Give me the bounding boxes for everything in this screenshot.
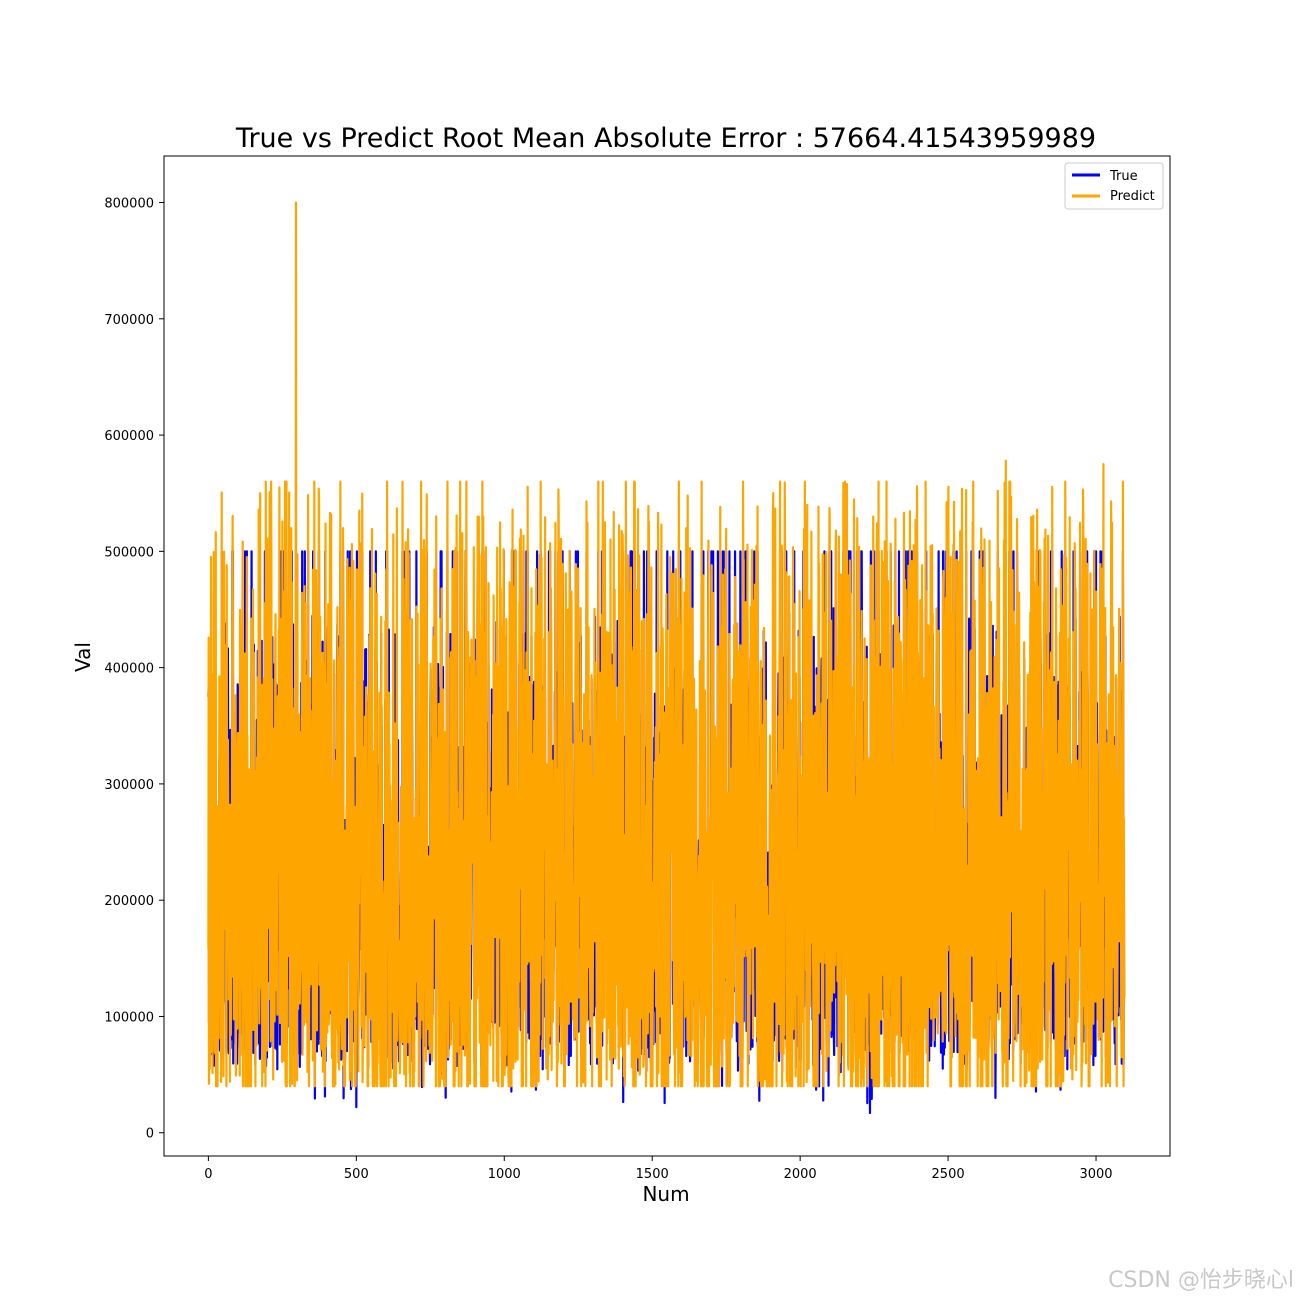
- x-tick-label: 500: [344, 1167, 369, 1182]
- plot-frame: [163, 155, 1171, 1157]
- x-tick-label: 1000: [488, 1167, 521, 1182]
- y-tick-label: 400000: [104, 662, 154, 677]
- y-tick-label: 600000: [104, 429, 154, 444]
- series-predict-line: [207, 201, 1126, 1088]
- y-tick-label: 700000: [104, 313, 154, 328]
- x-axis: 0 500 1000 1500 2000 2500 3000: [204, 1156, 1113, 1182]
- y-tick-label: 300000: [104, 778, 154, 793]
- legend-predict-label: Predict: [1110, 189, 1155, 204]
- watermark: CSDN @怡步晓心l: [1108, 1268, 1294, 1293]
- chart-title: True vs Predict Root Mean Absolute Error…: [235, 123, 1096, 154]
- y-axis: 0 100000 200000 300000 400000 500000 600000 700…: [104, 197, 164, 1142]
- x-tick-label: 0: [204, 1167, 212, 1182]
- y-tick-label: 0: [146, 1127, 154, 1142]
- y-tick-label: 500000: [104, 545, 154, 560]
- x-tick-label: 3000: [1079, 1167, 1112, 1182]
- x-tick-label: 2000: [784, 1167, 817, 1182]
- x-axis-label: Num: [642, 1182, 689, 1206]
- x-tick-label: 2500: [932, 1167, 965, 1182]
- legend: True Predict: [1064, 162, 1164, 210]
- legend-true-label: True: [1109, 169, 1138, 184]
- x-tick-label: 1500: [636, 1167, 669, 1182]
- plot-area: [207, 201, 1126, 1115]
- y-tick-label: 100000: [104, 1010, 154, 1025]
- series-predict-path: [207, 201, 1126, 1088]
- y-axis-label: Val: [71, 642, 95, 672]
- y-tick-label: 200000: [104, 894, 154, 909]
- y-tick-label: 800000: [104, 197, 154, 212]
